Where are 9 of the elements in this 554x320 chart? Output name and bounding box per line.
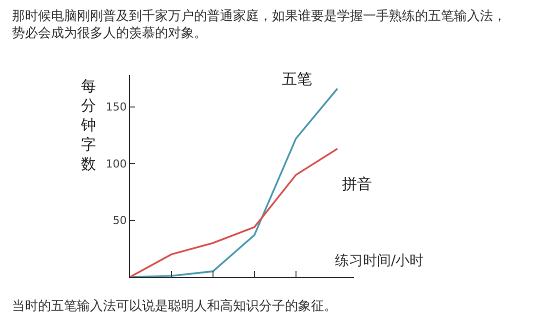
y-tick-label: 150 <box>106 100 127 114</box>
text: 当时的五笔输入法可以说是聪明人和高知识分子的象征。 <box>12 298 337 314</box>
series-label: 五笔 <box>282 70 312 88</box>
x-axis-title: 练习时间/小时 <box>335 253 424 269</box>
y-tick-label: 100 <box>106 157 127 170</box>
y-tick-label: 50 <box>112 214 127 228</box>
chart-title: 那时候电脑刚刚普及到千家万户的普通家庭，如果谁要是学握一手熟练的五笔输入法，势必会成为很多人的羡慕的对象。 <box>12 8 506 41</box>
y-axis-title: 每分钟字数 <box>80 77 96 173</box>
series-label: 拼音 <box>342 175 372 193</box>
